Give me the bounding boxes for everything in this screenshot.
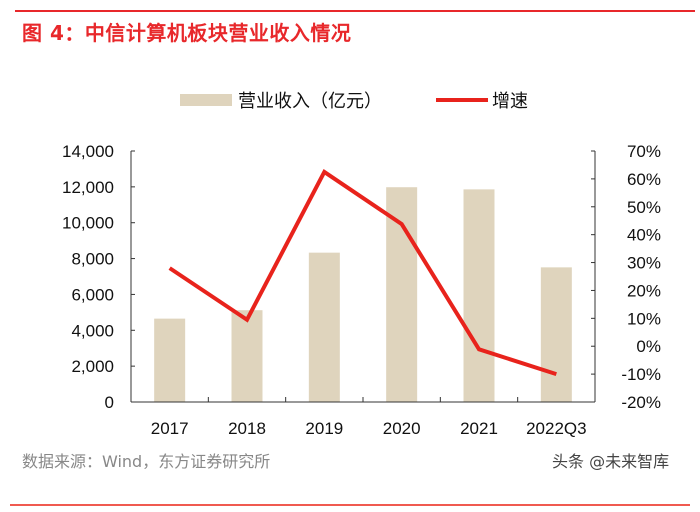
x-tick-label: 2017 <box>151 419 189 438</box>
bottom-rule <box>10 504 690 506</box>
legend-label-revenue: 营业收入（亿元） <box>238 91 382 111</box>
x-tick-label: 2022Q3 <box>526 419 587 438</box>
left-tick-label: 8,000 <box>71 250 114 269</box>
right-tick-label: 0% <box>636 337 661 356</box>
right-tick-label: 50% <box>627 198 661 217</box>
left-tick-label: 14,000 <box>62 142 114 161</box>
watermark: 头条 @未来智库 <box>552 452 670 471</box>
right-tick-label: 40% <box>627 226 661 245</box>
source-note: 数据来源：Wind，东方证券研究所 <box>22 452 271 471</box>
bar-2018 <box>231 310 263 402</box>
bar-2022Q3 <box>540 267 572 402</box>
top-rule <box>15 10 695 12</box>
x-tick-label: 2021 <box>460 419 498 438</box>
right-tick-label: -20% <box>621 393 661 412</box>
left-tick-label: 10,000 <box>62 214 114 233</box>
bar-2017 <box>154 318 186 402</box>
left-tick-label: 0 <box>105 393 114 412</box>
x-tick-label: 2020 <box>383 419 421 438</box>
x-tick-label: 2019 <box>305 419 343 438</box>
left-tick-label: 2,000 <box>71 357 114 376</box>
right-tick-label: 20% <box>627 281 661 300</box>
right-tick-label: 60% <box>627 170 661 189</box>
bar-2019 <box>308 252 340 402</box>
right-tick-label: 30% <box>627 254 661 273</box>
legend-label-growth: 增速 <box>492 91 528 111</box>
x-tick-label: 2018 <box>228 419 266 438</box>
right-tick-label: 70% <box>627 142 661 161</box>
chart-title: 图 4：中信计算机板块营业收入情况 <box>22 21 352 45</box>
right-tick-label: 10% <box>627 309 661 328</box>
right-tick-label: -10% <box>621 365 661 384</box>
growth-line <box>168 169 557 377</box>
left-tick-label: 6,000 <box>71 285 114 304</box>
bar-2021 <box>463 189 495 402</box>
bar-2020 <box>386 187 418 402</box>
left-tick-label: 12,000 <box>62 178 114 197</box>
left-tick-label: 4,000 <box>71 321 114 340</box>
legend-swatch-revenue <box>180 94 232 106</box>
